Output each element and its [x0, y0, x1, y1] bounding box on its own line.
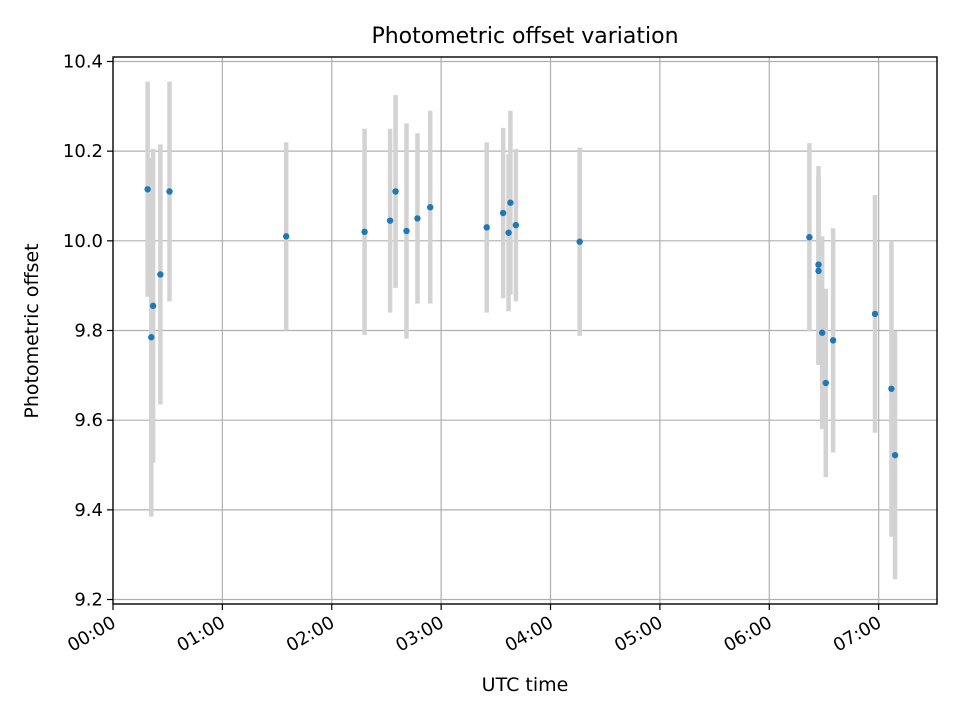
data-point — [806, 234, 813, 241]
x-tick-label: 06:00 — [720, 612, 775, 656]
x-tick-label: 04:00 — [502, 612, 557, 656]
data-point — [166, 188, 173, 195]
data-point — [157, 271, 164, 278]
y-axis-ticks: 9.2 9.4 9.6 9.8 10.0 10.2 10.4 — [63, 51, 113, 611]
data-point — [871, 310, 879, 318]
data-point — [829, 337, 837, 344]
data-point — [144, 186, 151, 193]
y-tick-label: 10.2 — [63, 141, 103, 162]
x-tick-label: 00:00 — [64, 612, 119, 656]
data-point — [414, 215, 421, 222]
y-tick-label: 9.2 — [74, 590, 103, 611]
data-point — [891, 451, 899, 459]
data-point — [403, 227, 410, 235]
y-tick-label: 9.8 — [74, 321, 103, 342]
data-point — [282, 233, 290, 240]
y-tick-label: 9.4 — [74, 500, 103, 521]
data-point — [483, 224, 490, 231]
data-point — [576, 238, 583, 245]
data-point — [888, 385, 895, 392]
y-tick-label: 10.4 — [63, 51, 103, 72]
y-axis-label: Photometric offset — [21, 243, 43, 418]
data-points — [144, 186, 899, 459]
x-tick-label: 07:00 — [830, 612, 885, 656]
data-point — [815, 261, 822, 268]
x-tick-label: 02:00 — [283, 612, 338, 656]
data-point — [499, 209, 507, 217]
data-point — [386, 217, 394, 224]
data-point — [427, 204, 434, 211]
y-tick-label: 10.0 — [63, 231, 103, 252]
data-point — [815, 267, 822, 275]
data-point — [818, 329, 826, 336]
data-point — [505, 229, 512, 236]
data-point — [392, 188, 399, 195]
x-axis-ticks: 00:00 01:00 02:00 03:00 04:00 05:00 06:00 07:00 — [64, 604, 885, 656]
x-axis-label: UTC time — [482, 674, 569, 696]
data-point — [148, 334, 155, 341]
data-point — [507, 199, 514, 206]
data-point — [361, 228, 368, 236]
y-tick-label: 9.6 — [74, 410, 103, 431]
data-point — [822, 379, 829, 387]
chart-title: Photometric offset variation — [371, 24, 678, 49]
x-tick-label: 01:00 — [173, 612, 228, 656]
x-tick-label: 03:00 — [392, 612, 447, 656]
grid — [113, 57, 937, 604]
data-point — [149, 302, 157, 310]
x-tick-label: 05:00 — [611, 612, 666, 656]
data-point — [512, 221, 520, 229]
